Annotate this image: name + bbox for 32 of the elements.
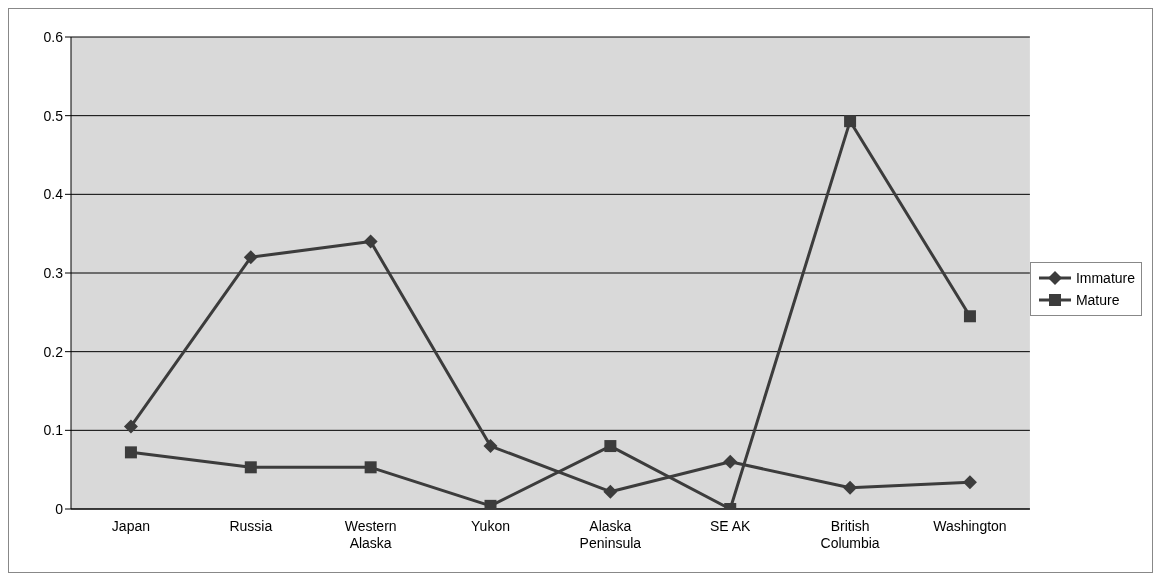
x-tick-label: Western Alaska — [344, 518, 397, 551]
point — [123, 419, 138, 434]
x-tick-label: Yukon — [471, 518, 510, 534]
x-tick-label: SE AK — [709, 518, 752, 534]
point — [723, 454, 738, 469]
y-tick-label: 0.2 — [43, 343, 64, 360]
point — [363, 234, 378, 249]
point — [963, 310, 976, 323]
point — [483, 439, 498, 454]
legend-label: Mature — [1075, 292, 1120, 308]
point — [243, 250, 258, 265]
legend-label: Immature — [1075, 270, 1135, 286]
x-tick-label: Japan — [111, 518, 151, 534]
x-tick-label: Alaska Peninsula — [579, 518, 642, 551]
y-tick-label: 0.3 — [43, 264, 64, 281]
point — [603, 484, 618, 499]
point — [844, 115, 857, 128]
point — [484, 499, 497, 509]
y-tick-label: 0 — [55, 500, 64, 517]
point — [124, 446, 137, 459]
point — [843, 480, 858, 495]
y-tick-label: 0.4 — [43, 186, 64, 203]
point — [364, 461, 377, 474]
y-tick-label: 0.5 — [43, 107, 64, 124]
point — [244, 461, 257, 474]
point — [962, 475, 977, 490]
point — [604, 440, 617, 453]
x-tick-label: British Columbia — [820, 518, 880, 551]
x-tick-label: Russia — [229, 518, 273, 534]
x-tick-label: Washington — [933, 518, 1007, 534]
y-tick-label: 0.6 — [43, 28, 64, 45]
y-tick-label: 0.1 — [43, 422, 64, 439]
